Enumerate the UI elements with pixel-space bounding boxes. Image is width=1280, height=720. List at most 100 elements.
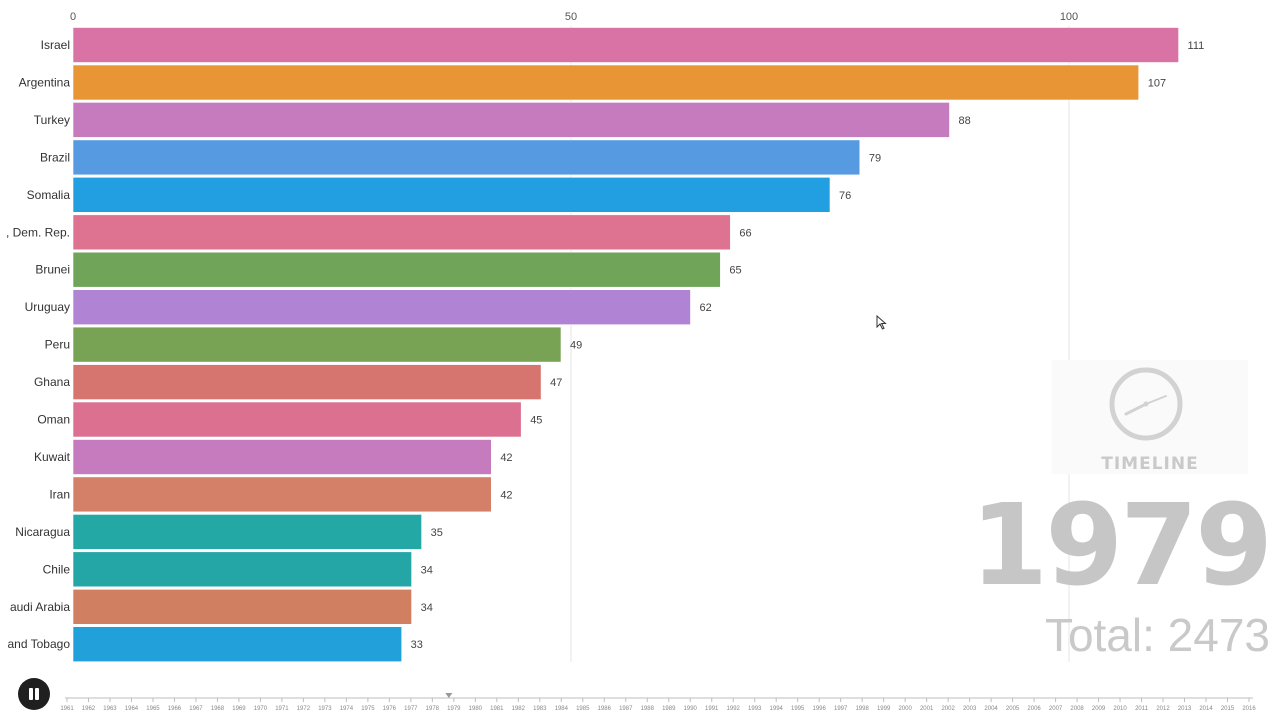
bar-3 [72,139,861,176]
timeline-year-label[interactable]: 1999 [877,706,891,712]
timeline-year-label[interactable]: 2016 [1242,706,1256,712]
timeline-year-label[interactable]: 2006 [1027,706,1041,712]
bar-4 [72,177,831,213]
value-label: 107 [1148,77,1166,89]
bar-16 [72,626,403,663]
timeline-year-label[interactable]: 1975 [361,706,375,712]
value-label: 49 [570,340,582,352]
bar-9 [72,364,542,400]
timeline-year-label[interactable]: 1995 [791,706,805,712]
timeline-year-label[interactable]: 2003 [963,706,977,712]
timeline-year-label[interactable]: 1966 [168,706,182,712]
timeline-year-label[interactable]: 1994 [770,706,784,712]
timeline-year-label[interactable]: 1967 [189,706,203,712]
timeline-year-label[interactable]: 1990 [684,706,698,712]
category-label: Brazil [40,150,70,164]
timeline-year-label[interactable]: 1970 [254,706,268,712]
timeline-year-label[interactable]: 2011 [1135,706,1149,712]
timeline-year-label[interactable]: 1986 [598,706,612,712]
timeline-year-label[interactable]: 2008 [1070,706,1084,712]
bar-0 [72,27,1179,63]
timeline-year-label[interactable]: 1974 [340,706,354,712]
category-label: Oman [37,413,70,427]
timeline-year-label[interactable]: 1976 [383,706,397,712]
value-label: 45 [530,415,542,427]
timeline-year-label[interactable]: 2002 [941,706,955,712]
timeline-year-label[interactable]: 1973 [318,706,332,712]
timeline-year-label[interactable]: 1998 [855,706,869,712]
timeline-year-label[interactable]: 1987 [619,706,633,712]
timeline-year-label[interactable]: 1997 [834,706,848,712]
category-label: Peru [45,338,70,352]
category-label: Argentina [19,75,71,89]
timeline-handle[interactable] [445,693,453,698]
category-label: Iran [49,487,70,501]
timeline-year-label[interactable]: 1964 [125,706,139,712]
value-label: 62 [700,302,712,314]
timeline-year-label[interactable]: 1971 [275,706,289,712]
timeline-year-label[interactable]: 2001 [920,706,934,712]
timeline-year-label[interactable]: 1963 [103,706,117,712]
bar-6 [72,251,721,288]
timeline-year-label[interactable]: 1996 [813,706,827,712]
timeline-year-label[interactable]: 1985 [576,706,590,712]
bar-12 [72,476,492,513]
clock-icon [1109,367,1183,441]
bar-13 [72,514,422,550]
category-label: Nicaragua [15,525,70,539]
timeline-year-label[interactable]: 1972 [297,706,311,712]
timeline-year-label[interactable]: 1962 [82,706,96,712]
timeline-year-label[interactable]: 1965 [146,706,160,712]
timeline-year-label[interactable]: 2012 [1156,706,1170,712]
timeline-year-label[interactable]: 1981 [490,706,504,712]
timeline-year-label[interactable]: 1979 [447,706,461,712]
value-label: 65 [729,265,741,277]
bar-5 [72,214,731,251]
mouse-cursor-icon [876,315,887,330]
timeline-year-label[interactable]: 2014 [1199,706,1213,712]
category-label: Uruguay [25,300,70,314]
timeline-year-label[interactable]: 2007 [1049,706,1063,712]
timeline-year-label[interactable]: 1977 [404,706,418,712]
value-label: 42 [500,489,512,501]
timeline-year-label[interactable]: 1983 [533,706,547,712]
timeline-year-label[interactable]: 1991 [705,706,719,712]
value-label: 66 [739,227,751,239]
timeline-year-label[interactable]: 1969 [232,706,246,712]
timeline-year-label[interactable]: 1978 [426,706,440,712]
timeline-year-label[interactable]: 2000 [898,706,912,712]
timeline-year-label[interactable]: 2005 [1006,706,1020,712]
value-label: 35 [431,527,443,539]
timeline-year-label[interactable]: 2013 [1178,706,1192,712]
value-label: 42 [500,452,512,464]
timeline-year-label[interactable]: 1988 [641,706,655,712]
timeline-year-label[interactable]: 1989 [662,706,676,712]
value-label: 33 [411,639,423,651]
timeline-year-label[interactable]: 2015 [1221,706,1235,712]
category-label: Ghana [34,375,70,389]
timeline-year-label[interactable]: 1961 [60,706,74,712]
timeline-year-label[interactable]: 1982 [512,706,526,712]
category-label: Turkey [34,113,70,127]
timeline-year-label[interactable]: 1993 [748,706,762,712]
current-year: 1979 [970,481,1273,611]
total-value: Total: 2473 [1044,609,1270,661]
timeline-year-label[interactable]: 1980 [469,706,483,712]
timeline-year-label[interactable]: 2010 [1113,706,1127,712]
bar-2 [72,102,950,138]
x-tick-label: 100 [1060,11,1078,23]
bar-7 [72,289,691,326]
bar-11 [72,439,492,475]
timeline-year-label[interactable]: 2004 [984,706,998,712]
timeline-year-label[interactable]: 1984 [555,706,569,712]
category-label: Kuwait [34,450,71,464]
value-label: 76 [839,190,851,202]
category-label: and Tobago [7,637,70,651]
timeline-year-label[interactable]: 1968 [211,706,225,712]
timeline-year-label[interactable]: 1992 [727,706,741,712]
value-label: 88 [958,115,970,127]
pause-button[interactable] [18,678,50,710]
value-label: 34 [421,602,433,614]
timeline-year-label[interactable]: 2009 [1092,706,1106,712]
